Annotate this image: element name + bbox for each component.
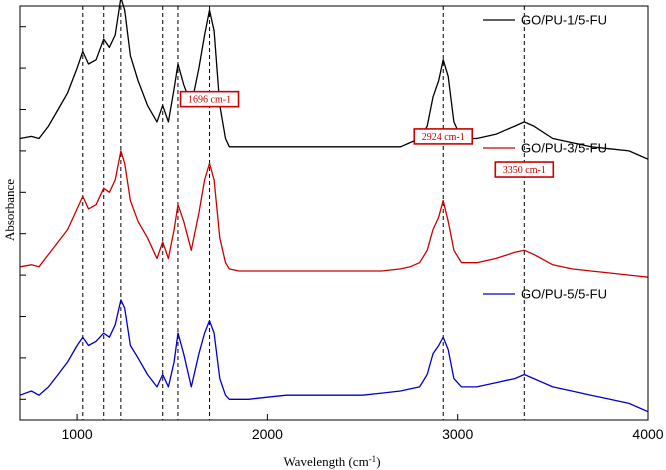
series-line-1 [19,0,649,160]
x-axis-ticks: 1000 2000 3000 4000 [62,414,664,442]
x-axis-label: Wavelength (cm-1) [283,454,380,469]
annotation-label-3: 3350 cm-1 [503,165,546,176]
annotations: 1696 cm-1 2924 cm-1 3350 cm-1 [179,90,555,178]
annotation-label-1: 1696 cm-1 [188,95,231,106]
x-axis-label-sup: -1 [369,454,377,464]
legend-label-2: GO/PU-3/5-FU [521,141,607,156]
annotation-label-2: 2924 cm-1 [422,132,465,143]
legend-label-3: GO/PU-5/5-FU [521,287,607,302]
annotation-box-1 [179,90,240,108]
x-axis-label-main: Wavelength (cm [283,454,368,469]
annotation-box-3 [494,161,555,178]
legend-label-1: GO/PU-1/5-FU [521,13,607,28]
series-line-3 [19,299,649,413]
reference-lines [82,6,525,420]
series-group [19,0,649,413]
plot-frame [19,5,649,421]
x-tick-label-4000: 4000 [632,426,663,442]
x-axis-label-close: ) [376,454,380,469]
x-tick-label-1000: 1000 [62,426,93,442]
y-axis-ticks [20,26,26,400]
legend: GO/PU-1/5-FU GO/PU-3/5-FU GO/PU-5/5-FU [483,13,607,302]
x-tick-label-3000: 3000 [442,426,473,442]
x-tick-label-2000: 2000 [252,426,283,442]
annotation-box-2 [413,128,474,145]
y-axis-label: Absorbance [2,179,17,241]
series-line-2 [19,150,649,278]
